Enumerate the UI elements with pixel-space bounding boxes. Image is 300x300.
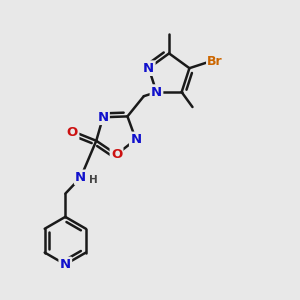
Text: N: N	[75, 171, 86, 184]
Text: N: N	[98, 111, 109, 124]
Text: N: N	[151, 85, 162, 99]
Text: Br: Br	[207, 55, 223, 68]
Text: O: O	[111, 148, 122, 161]
Text: N: N	[60, 258, 71, 271]
Text: H: H	[89, 175, 98, 185]
Text: N: N	[143, 62, 154, 75]
Text: O: O	[67, 126, 78, 139]
Text: N: N	[130, 133, 141, 146]
